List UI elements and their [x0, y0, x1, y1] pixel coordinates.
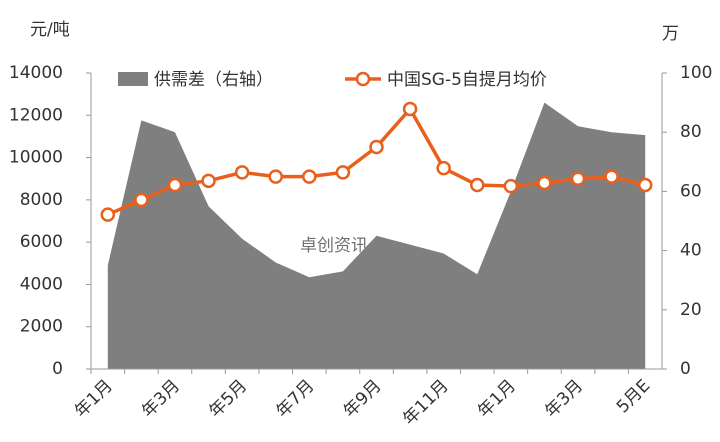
point: [201, 173, 216, 189]
x-tick-label: 年3月: [138, 376, 184, 422]
point: [335, 165, 351, 180]
y2-tick-label: 0: [680, 359, 691, 379]
x-tick-label: 年5月: [205, 376, 251, 422]
x-tick-label: 年9月: [340, 376, 386, 422]
point: [436, 160, 451, 176]
x-tick-label: 年7月: [273, 376, 319, 422]
y-tick-label: 4000: [20, 274, 63, 294]
point: [100, 207, 116, 222]
y-tick-label: 0: [52, 359, 63, 379]
y-tick-label: 12000: [9, 105, 63, 125]
y-tick-label: 6000: [20, 232, 63, 252]
point: [234, 165, 250, 180]
legend-label: 中国SG-5自提月均价: [387, 70, 547, 90]
point: [134, 192, 149, 208]
y2-tick-label: 20: [680, 300, 702, 320]
legend-swatch: [118, 72, 148, 86]
point: [268, 169, 283, 184]
point: [503, 178, 519, 194]
point: [570, 171, 586, 186]
point: [637, 177, 653, 193]
legend-swatch: [355, 71, 371, 87]
y-tick-label: 2000: [20, 317, 63, 337]
x-tick-label: 年1月: [71, 376, 117, 422]
area: [107, 102, 646, 369]
y-tick-label: 10000: [9, 148, 63, 168]
point: [369, 139, 384, 155]
y-axis-label: 元/吨: [30, 20, 70, 40]
x-tick-label: 年3月: [541, 376, 587, 422]
x-tick-label: 5月E: [613, 376, 654, 417]
y-tick-label: 14000: [9, 63, 63, 83]
point: [604, 169, 619, 184]
legend-label: 供需差（右轴）: [154, 70, 273, 90]
point: [167, 177, 183, 193]
y2-tick-label: 60: [680, 181, 702, 201]
y2-tick-label: 100: [680, 63, 712, 83]
point: [302, 169, 317, 184]
x-tick-label: 年1月: [474, 376, 520, 422]
watermark: 卓创资讯: [300, 236, 368, 256]
y2-tick-label: 80: [680, 122, 702, 142]
point: [537, 175, 552, 191]
point: [470, 177, 485, 193]
point: [402, 101, 418, 117]
y-tick-label: 8000: [20, 190, 63, 210]
y2-tick-label: 40: [680, 241, 702, 261]
x-tick-label: 年11月: [399, 376, 452, 429]
y2-axis-label: 万: [662, 24, 679, 44]
